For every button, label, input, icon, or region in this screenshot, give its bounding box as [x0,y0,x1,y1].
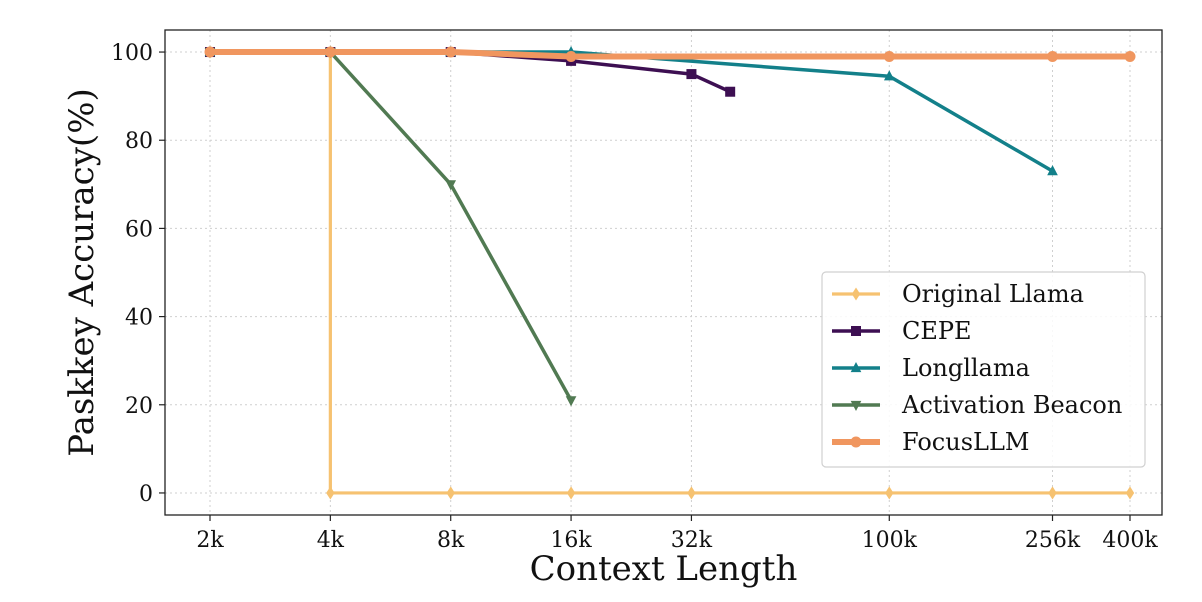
x-tick-label: 8k [437,528,465,553]
data-point-longllama [1047,165,1058,176]
y-tick-label: 0 [139,482,153,507]
y-tick-label: 60 [125,217,153,242]
data-point-cepe [725,86,736,97]
legend-item-longllama: Longllama [832,354,1030,382]
x-tick-label: 2k [196,528,224,553]
series-activation-beacon [204,47,577,407]
legend-marker [851,326,861,336]
data-point-focusllm [204,46,216,58]
series-line-focusllm [210,49,1130,60]
legend-item-original-llama: Original Llama [832,280,1084,308]
data-point-original-llama [885,486,894,500]
data-point-activation-beacon [445,180,457,191]
legend-marker [851,287,861,301]
y-axis-title: Paskkey Accuracy(%) [62,88,102,457]
legend-item-cepe: CEPE [832,317,972,345]
data-point-focusllm [1124,50,1136,62]
data-point-activation-beacon [565,396,577,407]
x-tick-label: 100k [862,528,918,553]
legend-label: FocusLLM [902,428,1029,456]
data-point-focusllm [324,46,336,58]
data-point-focusllm [445,46,457,58]
data-point-original-llama [1048,486,1057,500]
data-point-original-llama [326,486,335,500]
y-tick-label: 80 [125,129,153,154]
x-axis-title: Context Length [530,549,798,589]
legend-marker [850,361,862,373]
legend-marker [850,400,862,412]
y-tick-label: 100 [111,41,153,66]
x-axis: 2k 4k 8k 16k 32k 100k 256k 400k [196,515,1158,553]
data-point-original-llama [687,486,696,500]
legend-label: Activation Beacon [901,391,1122,419]
legend-marker [850,436,862,448]
x-tick-label: 16k [550,528,592,553]
y-axis: 0 20 40 60 80 100 [111,41,165,507]
data-point-focusllm [1047,50,1059,62]
legend: Original Llama CEPE Longllama Activation Be… [821,271,1146,468]
y-tick-label: 20 [125,394,153,419]
legend-item-activation-beacon: Activation Beacon [832,391,1122,419]
legend-label: Longllama [902,354,1030,382]
data-point-original-llama [566,486,576,500]
y-tick-label: 40 [125,306,153,331]
legend-item-focusllm: FocusLLM [832,428,1029,456]
series-focusllm [204,46,1136,62]
data-point-focusllm [883,50,895,62]
legend-label: Original Llama [902,280,1084,308]
series-line-longllama [210,50,1054,173]
series-layer [204,45,1136,500]
data-point-cepe [686,69,697,80]
data-point-longllama [883,70,895,81]
legend-label: CEPE [902,317,972,345]
x-tick-label: 4k [317,528,345,553]
legend-box [821,271,1146,468]
x-tick-label: 32k [671,528,713,553]
plot-frame [164,29,1163,516]
data-point-original-llama [1125,486,1135,500]
series-line-activation-beacon [210,50,573,402]
x-tick-label: 256k [1025,528,1081,553]
x-tick-label: 400k [1102,528,1158,553]
data-point-original-llama [446,486,455,500]
data-point-focusllm [565,50,577,62]
